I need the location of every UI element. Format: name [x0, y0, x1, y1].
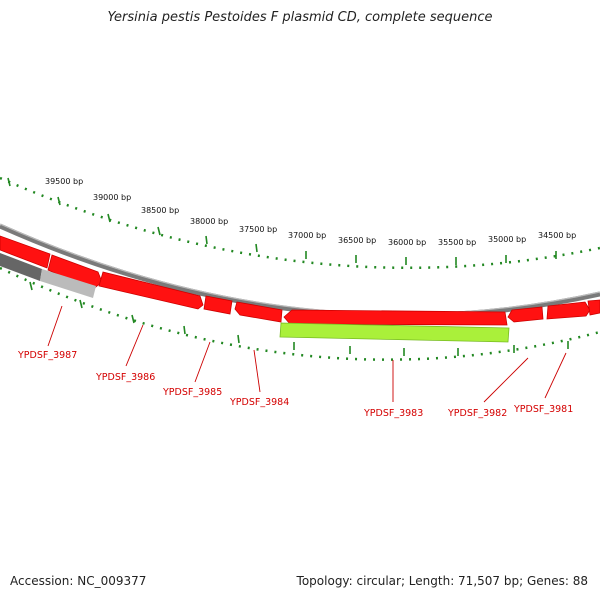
gene-gray-dark: [0, 253, 42, 281]
gene-label-3983[interactable]: YPDSF_3983: [363, 408, 423, 419]
bp-label-34500: 34500 bp: [538, 231, 576, 240]
bp-label-36500: 36500 bp: [338, 236, 376, 245]
gene-label-3981[interactable]: YPDSF_3981: [513, 404, 573, 415]
outer-major-ticks: [7, 177, 557, 265]
bp-label-39500: 39500 bp: [45, 177, 83, 186]
accession-label: Accession: NC_009377: [10, 574, 147, 588]
bp-label-36000: 36000 bp: [388, 238, 426, 247]
gene-block: [47, 254, 103, 291]
gene-block: [203, 295, 233, 315]
gene-block: [546, 301, 591, 320]
gene-label-3987[interactable]: YPDSF_3987: [17, 350, 77, 361]
gene-block: [0, 235, 51, 269]
bp-label-38000: 38000 bp: [190, 217, 228, 226]
bp-label-37000: 37000 bp: [288, 231, 326, 240]
inner-major-ticks: [29, 281, 569, 356]
topology-summary: Topology: circular; Length: 71,507 bp; G…: [296, 574, 588, 588]
bp-label-37500: 37500 bp: [239, 225, 277, 234]
inner-tick-arc: [0, 266, 600, 361]
label-leaders: [47, 305, 567, 403]
gene-label-3985[interactable]: YPDSF_3985: [162, 387, 222, 398]
outer-tick-arc: [0, 176, 600, 270]
gene-block: [234, 301, 283, 323]
bp-label-35500: 35500 bp: [438, 238, 476, 247]
forward-gene-track: [0, 235, 600, 326]
gene-label-3982[interactable]: YPDSF_3982: [447, 408, 507, 419]
gene-block: [587, 299, 600, 316]
gene-block: [98, 271, 204, 310]
gene-label-3986[interactable]: YPDSF_3986: [95, 372, 155, 383]
bp-label-35000: 35000 bp: [488, 235, 526, 244]
bp-label-39000: 39000 bp: [93, 193, 131, 202]
gene-block: [283, 309, 508, 326]
bp-label-38500: 38500 bp: [141, 206, 179, 215]
gene-gray-light: [40, 269, 96, 298]
gene-highlight: [279, 322, 510, 343]
gene-label-3984[interactable]: YPDSF_3984: [229, 397, 289, 408]
gene-block: [507, 306, 544, 323]
map-title: Yersinia pestis Pestoides F plasmid CD, …: [107, 10, 493, 25]
